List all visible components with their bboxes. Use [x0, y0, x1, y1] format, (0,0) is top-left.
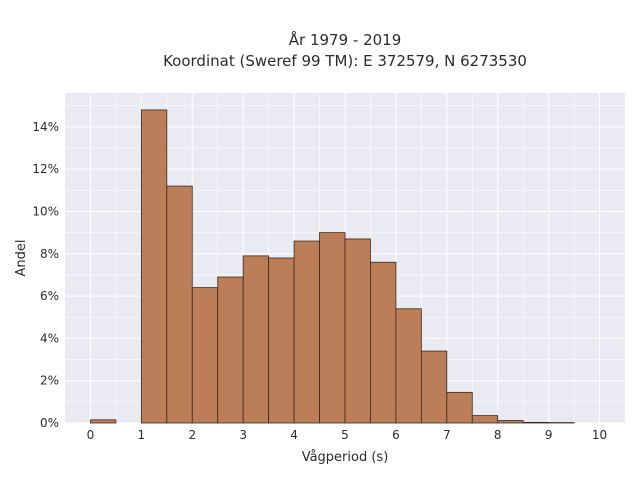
histogram-bar	[396, 309, 421, 423]
histogram-bar	[370, 262, 395, 423]
y-tick-label: 2%	[40, 374, 59, 388]
y-tick-label: 10%	[32, 204, 59, 218]
histogram-bar	[192, 288, 217, 423]
histogram-bar	[90, 420, 115, 423]
histogram-bar	[243, 256, 268, 423]
y-tick-label: 8%	[40, 247, 59, 261]
x-tick-label: 1	[138, 428, 146, 442]
x-axis-label: Vågperiod (s)	[302, 450, 389, 465]
x-tick-label: 4	[290, 428, 298, 442]
x-tick-label: 6	[392, 428, 400, 442]
chart-title-line1: År 1979 - 2019	[289, 30, 402, 49]
x-tick-label: 3	[239, 428, 247, 442]
histogram-bar	[141, 110, 166, 423]
histogram-bar	[345, 239, 370, 423]
histogram-bar	[294, 241, 319, 423]
histogram-bar	[167, 186, 192, 423]
histogram-bar	[523, 422, 548, 423]
x-tick-label: 7	[443, 428, 451, 442]
histogram-bar	[320, 233, 345, 423]
histogram-bar	[498, 420, 523, 423]
x-tick-label: 5	[341, 428, 349, 442]
y-tick-label: 12%	[32, 162, 59, 176]
histogram-bar	[421, 351, 446, 423]
x-axis-ticks: 0 1 2 3 4 5 6 7 8 9 10	[87, 428, 608, 442]
y-axis-ticks: 0% 2% 4% 6% 8% 10% 12% 14%	[32, 120, 59, 430]
x-tick-label: 0	[87, 428, 95, 442]
x-tick-label: 8	[494, 428, 502, 442]
x-tick-label: 2	[188, 428, 196, 442]
y-tick-label: 4%	[40, 331, 59, 345]
y-tick-label: 14%	[32, 120, 59, 134]
histogram-bar	[269, 258, 294, 423]
histogram-bar	[218, 277, 243, 423]
x-tick-label: 10	[592, 428, 607, 442]
y-tick-label: 6%	[40, 289, 59, 303]
histogram-bar	[472, 416, 497, 423]
y-axis-label: Andel	[14, 240, 29, 277]
histogram-bar	[447, 392, 472, 423]
y-tick-label: 0%	[40, 416, 59, 430]
x-tick-label: 9	[545, 428, 553, 442]
chart-title-line2: Koordinat (Sweref 99 TM): E 372579, N 62…	[163, 52, 527, 70]
